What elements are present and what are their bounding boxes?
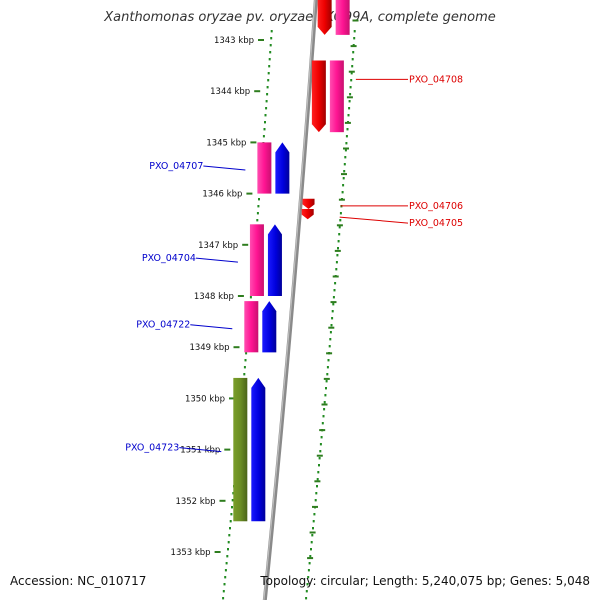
kbp-scale: 1343 kbp 1344 kbp 1345 kbp 1346 kbp 1347 kbp… [171,36,264,558]
kbp-tick-mark [219,499,226,502]
gene-label-connector [203,165,246,171]
kbp-tick-mark [233,346,240,349]
reverse-gene-arrow [311,60,326,133]
kbp-tick-mark [250,141,257,144]
kbp-tick-mark [242,243,249,246]
outer-dotted-track [305,30,356,600]
forward-gene-track-pink [244,301,259,353]
gene-label-connector [339,216,409,224]
genome-backbone [262,0,318,600]
forward-gene-label: PXO_04707 [149,161,203,172]
kbp-tick-mark [254,90,261,93]
kbp-tick-mark [214,551,221,553]
reverse-gene-track-pink [329,60,344,133]
gene-label-connector [190,324,233,330]
kbp-tick-label: 1353 kbp [171,548,211,558]
forward-gene-arrow [251,377,266,522]
kbp-tick-mark [258,39,264,41]
kbp-tick-label: 1350 kbp [185,394,225,404]
outer-track-ticks [307,19,359,560]
reverse-gene-label: PXO_04705 [409,218,463,229]
reverse-gene-track-pink [335,0,350,35]
reverse-gene-label: PXO_04708 [409,74,463,85]
forward-gene-arrow [262,301,277,353]
kbp-tick-label: 1348 kbp [194,292,234,302]
reverse-gene-arrow-small [302,198,315,209]
kbp-tick-label: 1344 kbp [210,87,250,97]
genome-title: Xanthomonas oryzae pv. oryzae PXO99A, co… [104,10,496,25]
gene-label-connector [179,447,222,453]
kbp-tick-mark [237,295,244,297]
kbp-tick-label: 1346 kbp [202,190,242,200]
forward-gene-arrow [267,224,282,296]
genome-backbone-highlight [263,0,316,600]
kbp-tick-mark [246,192,253,195]
kbp-tick-mark [229,397,235,400]
kbp-tick-label: 1345 kbp [206,138,246,148]
genome-summary-text: Topology: circular; Length: 5,240,075 bp… [260,574,590,588]
kbp-tick-label: 1352 kbp [175,497,215,507]
accession-text: Accession: NC_010717 [10,574,147,588]
forward-gene-track-green [233,377,248,522]
forward-gene-label: PXO_04722 [136,320,190,331]
kbp-tick-label: 1347 kbp [198,241,238,251]
reverse-gene-arrow [317,0,332,35]
kbp-tick-label: 1351 kbp [180,446,220,456]
kbp-tick-mark [224,448,231,451]
forward-gene-label: PXO_04704 [142,253,196,264]
forward-gene-arrow [275,142,290,194]
reverse-gene-label: PXO_04706 [409,201,463,212]
forward-gene-label: PXO_04723 [125,443,179,454]
kbp-tick-label: 1349 kbp [189,343,229,353]
kbp-tick-label: 1343 kbp [214,36,254,46]
gene-label-connector [195,257,238,263]
reverse-gene-arrow-small [301,208,314,220]
forward-gene-track-pink [249,224,264,296]
forward-gene-track-pink [257,142,272,194]
